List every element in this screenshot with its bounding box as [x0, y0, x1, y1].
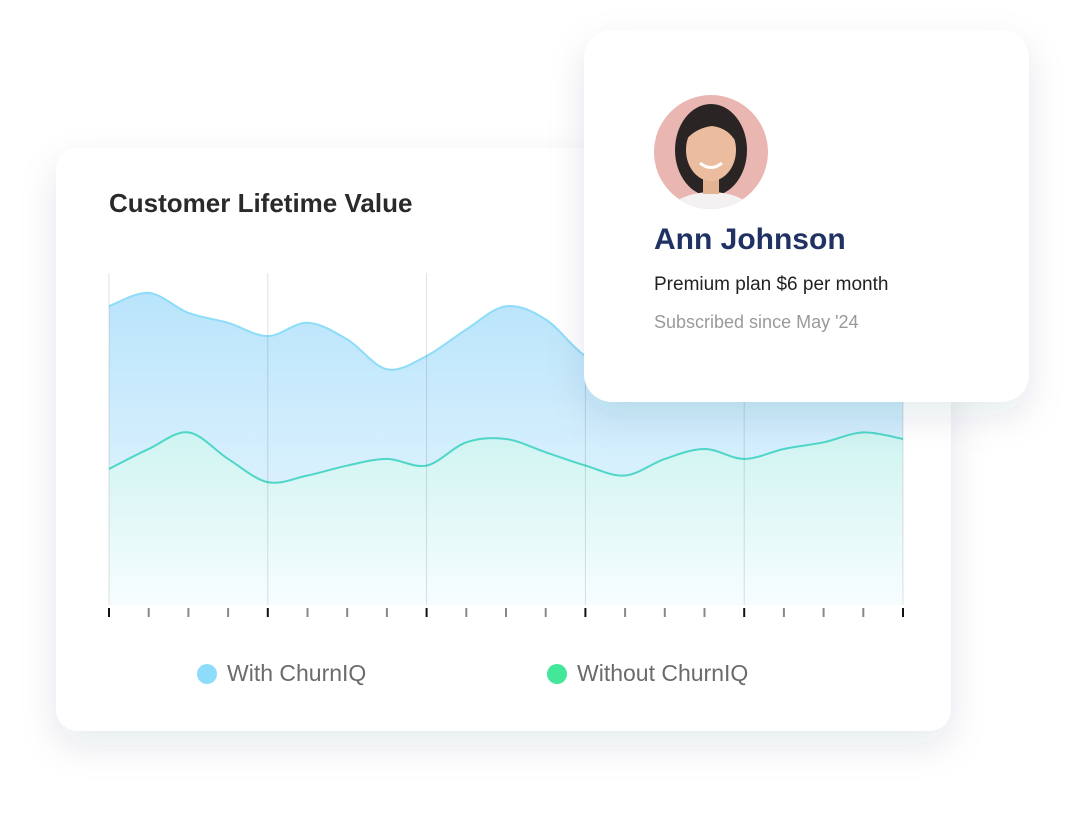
- chart-title: Customer Lifetime Value: [109, 188, 412, 218]
- legend-label: Without ChurnIQ: [577, 660, 748, 686]
- legend-dot: [197, 664, 217, 684]
- plot: With ChurnIQ Without ChurnIQ: [108, 273, 904, 686]
- legend-dot: [547, 664, 567, 684]
- legend-label: With ChurnIQ: [227, 660, 366, 686]
- series-area: [109, 432, 903, 605]
- card-bg: [584, 30, 1029, 402]
- profile-name: Ann Johnson: [654, 223, 846, 256]
- profile-since: Subscribed since May '24: [654, 312, 859, 332]
- series-line: [108, 431, 904, 484]
- profile-plan: Premium plan $6 per month: [654, 274, 888, 295]
- profile-card: Ann Johnson Premium plan $6 per month Su…: [584, 30, 1029, 402]
